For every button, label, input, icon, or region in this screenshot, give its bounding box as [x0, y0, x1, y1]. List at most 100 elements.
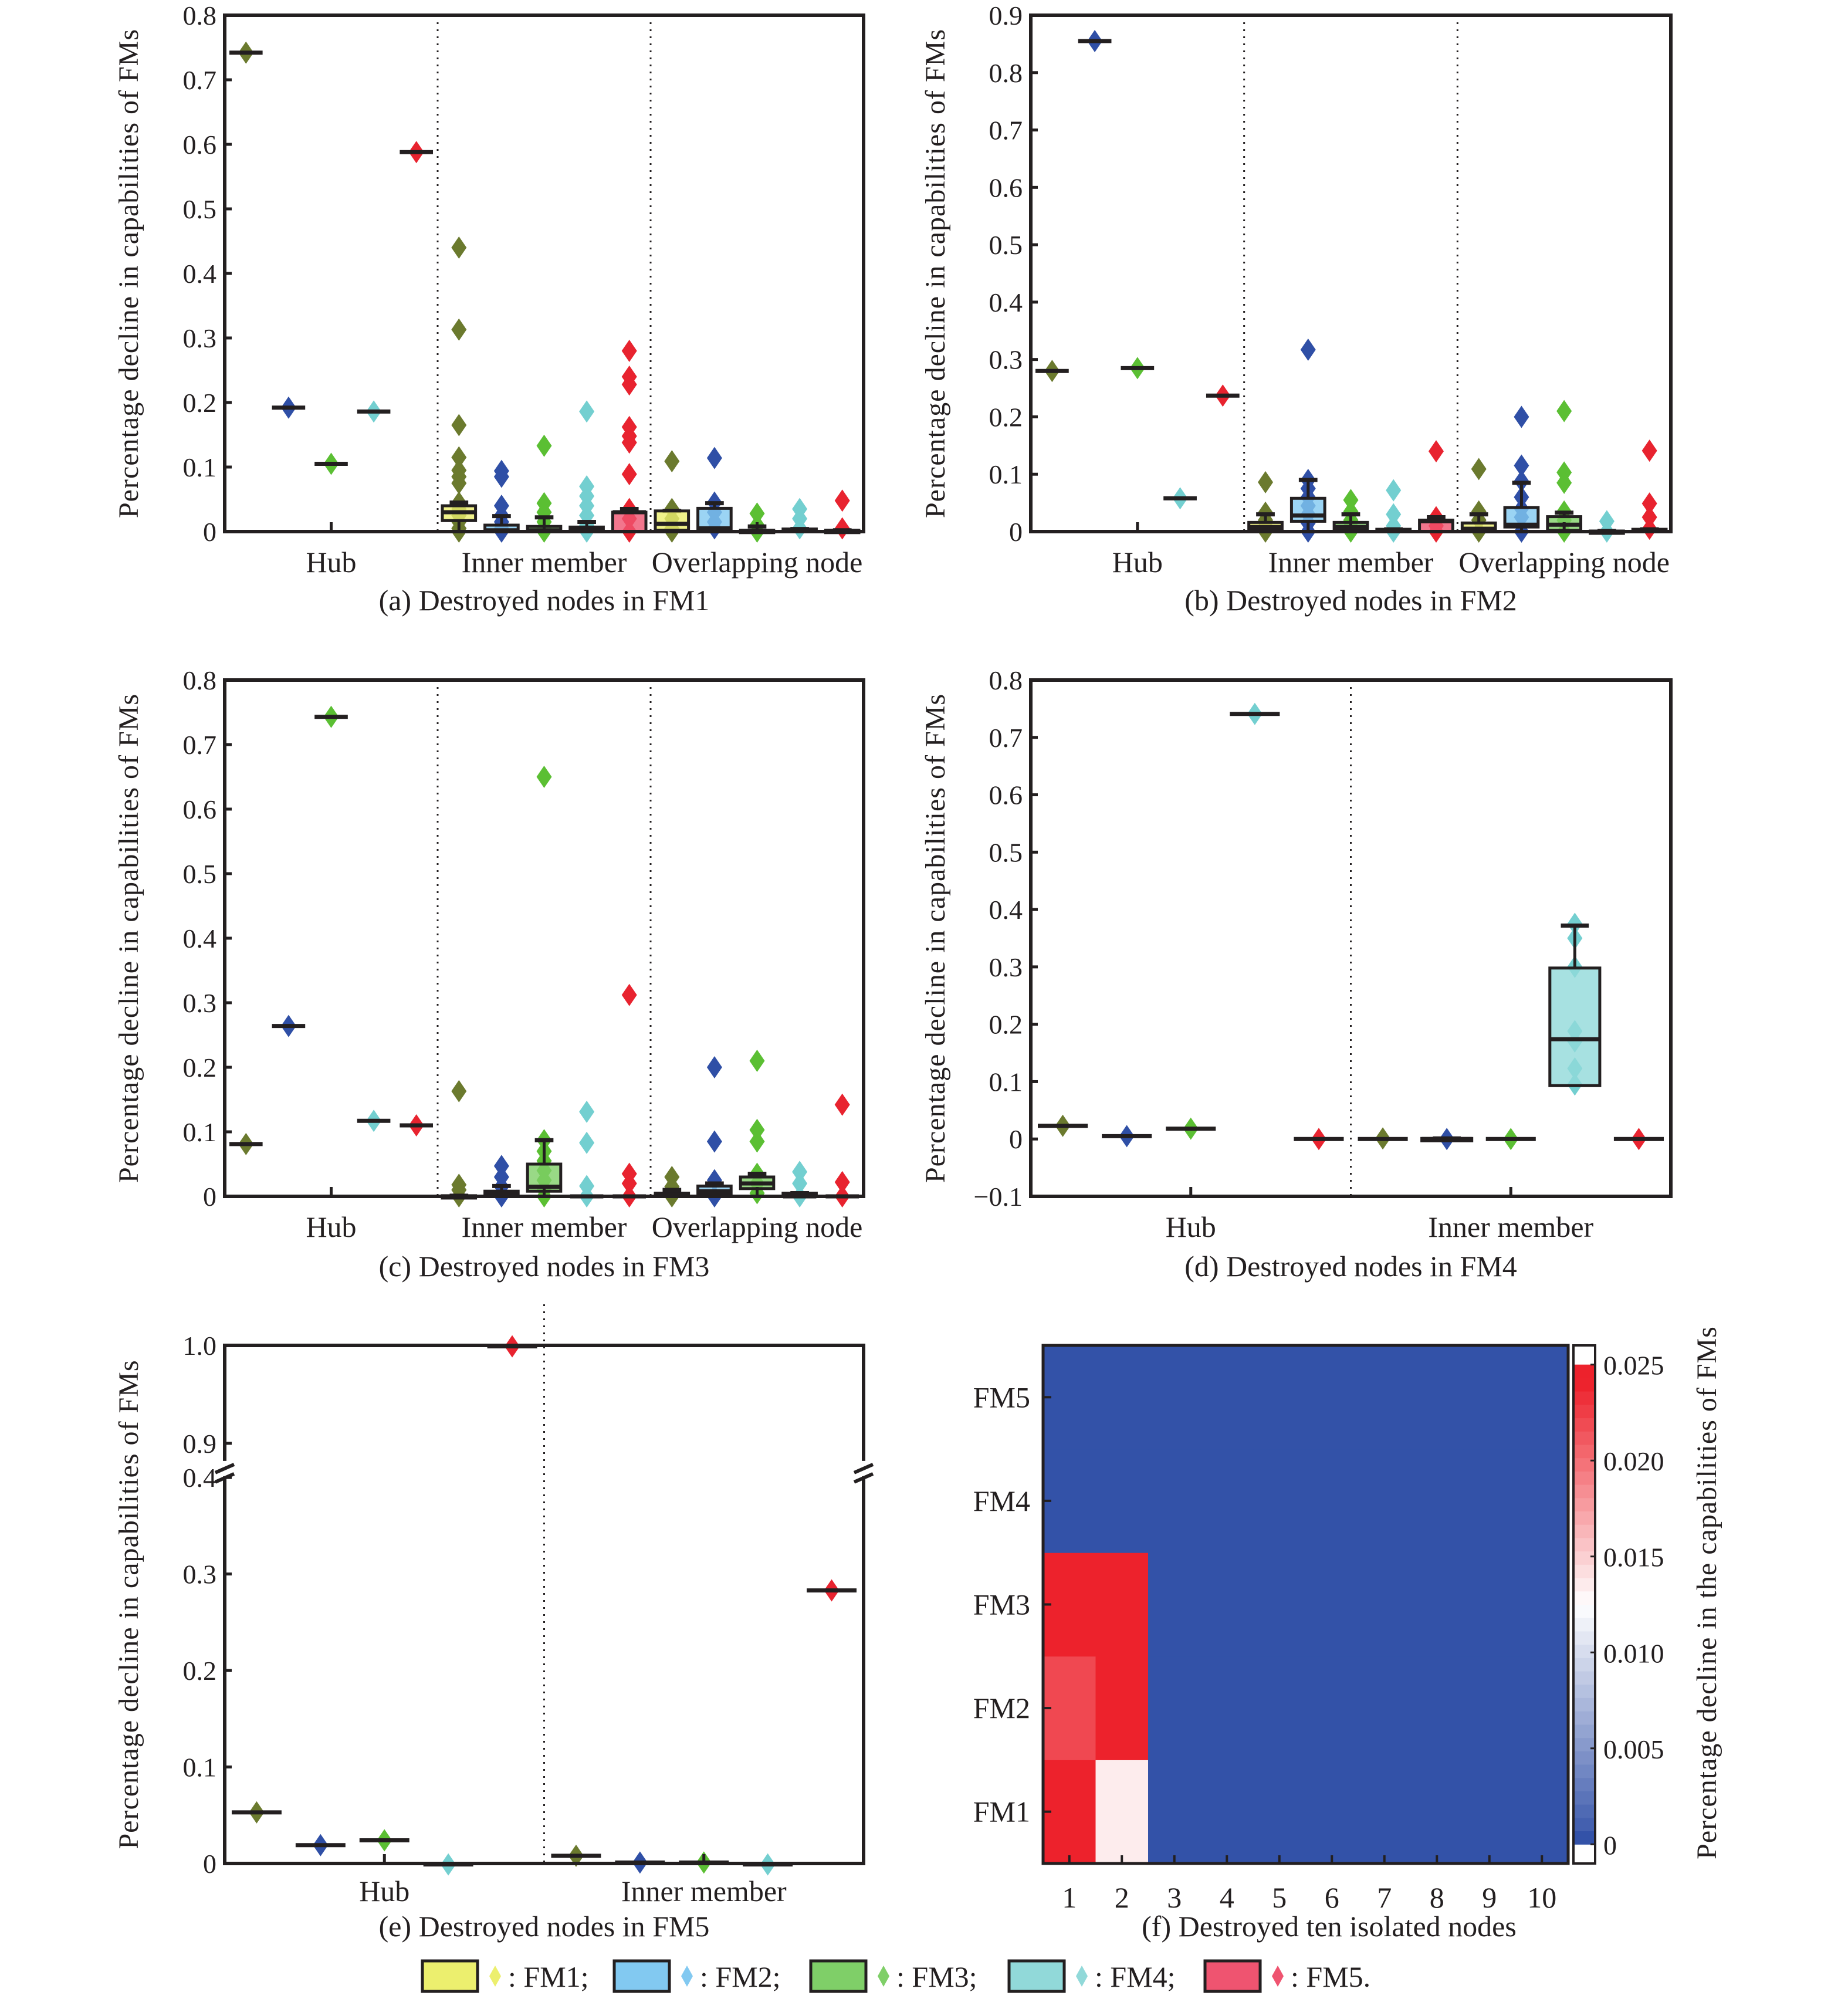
y-tick-label: −0.1 [974, 1182, 1023, 1212]
colorbar-segment [1573, 1817, 1595, 1832]
colorbar-segment [1573, 1724, 1595, 1739]
heatmap-cell [1410, 1553, 1464, 1657]
colorbar-segment [1573, 1631, 1595, 1645]
y-tick-label: 0.6 [989, 173, 1023, 202]
box-fm2 [1289, 496, 1326, 523]
data-point-fm1 [451, 414, 467, 437]
heatmap-cell [1043, 1553, 1096, 1657]
axis-break-mark [214, 1463, 235, 1474]
y-tick-label: 0.1 [989, 1067, 1023, 1097]
axes-frame [1029, 13, 1673, 533]
colorbar-tick-label: 0.020 [1603, 1446, 1664, 1476]
data-point-fm5 [834, 489, 850, 512]
panel-caption: (f) Destroyed ten isolated nodes [1142, 1910, 1517, 1943]
colorbar-segment [1573, 1551, 1595, 1565]
heatmap-cell [1305, 1760, 1359, 1864]
data-point-fm5 [621, 463, 637, 486]
colorbar-tick-label: 0.015 [1603, 1543, 1664, 1572]
heatmap-cell [1253, 1449, 1306, 1553]
y-tick-label: 0.1 [183, 1117, 217, 1147]
category-label: Inner member [1428, 1210, 1593, 1243]
data-point-fm2 [706, 1130, 722, 1153]
x-tick-label: 10 [1527, 1881, 1556, 1914]
colorbar-segment [1573, 1524, 1595, 1538]
y-tick-label: 0.2 [183, 1656, 217, 1686]
data-point-fm1 [1258, 471, 1274, 493]
heatmap-cell [1463, 1553, 1516, 1657]
y-tick-label: 0.6 [989, 780, 1023, 810]
y-tick-label: 0 [1009, 1124, 1023, 1154]
y-tick-label: 0.6 [183, 130, 217, 160]
legend-swatch-4 [1007, 1959, 1066, 1993]
colorbar-segment [1573, 1404, 1595, 1419]
category-label: Overlapping node [652, 1210, 863, 1243]
heatmap-cell [1515, 1449, 1569, 1553]
heatmap-cell [1358, 1656, 1411, 1760]
panel-f: 1 2 3 4 5 6 7 8 9 10 FM1 FM2 FM3 FM4 FM5 0 0.005 0.010 0.0… [973, 1326, 1722, 1943]
colorbar-tick-label: 0.005 [1603, 1734, 1664, 1764]
colorbar-frame [1572, 1344, 1596, 1865]
data-point-fm5 [1641, 439, 1657, 462]
y-tick-label: 0.3 [989, 345, 1023, 375]
data-point-fm5 [621, 340, 637, 362]
heatmap-cell [1148, 1760, 1201, 1864]
data-point-fm1 [451, 472, 467, 495]
panel-caption: (c) Destroyed nodes in FM3 [379, 1250, 710, 1283]
heatmap-cell [1200, 1345, 1254, 1450]
heatmap-cell [1515, 1553, 1569, 1657]
data-point-fm1 [451, 318, 467, 341]
colorbar-segment [1573, 1484, 1595, 1499]
category-label: Overlapping node [652, 546, 863, 579]
heatmap-cell [1095, 1449, 1149, 1553]
heatmap-cell [1148, 1345, 1201, 1450]
y-tick-label: 0.8 [989, 58, 1023, 88]
heatmap-cell [1463, 1656, 1516, 1760]
panel-b: Hub Inner member Overlapping node 0 0.1 0.2 0.… [920, 1, 1673, 617]
heatmap-cell [1043, 1760, 1096, 1864]
data-point-fm3 [749, 1118, 765, 1141]
heatmap-cell [1305, 1449, 1359, 1553]
colorbar-segment [1573, 1644, 1595, 1658]
y-tick-label: 0.9 [989, 1, 1023, 31]
heatmap-cell [1095, 1656, 1149, 1760]
heatmap-cell [1410, 1449, 1464, 1553]
y-tick-label: 0.7 [989, 116, 1023, 146]
colorbar-segment [1573, 1737, 1595, 1751]
box-fm1 [654, 509, 691, 532]
colorbar-segment [1573, 1751, 1595, 1765]
panel-e: Hub Inner member 0 0.1 0.2 0.3 0.4 0.9 1.0 Percen… [113, 1304, 874, 1943]
heatmap-cell [1358, 1449, 1411, 1553]
y-tick-label: 0.1 [989, 459, 1023, 489]
data-point-fm1 [451, 446, 467, 469]
heatmap-cell [1200, 1760, 1254, 1864]
data-point-fm1 [451, 236, 467, 259]
heatmap-cell [1358, 1553, 1411, 1657]
y-tick-label: 0.3 [183, 323, 217, 353]
y-tick-label: FM2 [973, 1692, 1030, 1724]
data-point-fm4 [579, 400, 595, 423]
y-tick-label: 0.3 [183, 988, 217, 1018]
heatmap-cell [1200, 1449, 1254, 1553]
x-tick-label: 5 [1272, 1881, 1287, 1914]
panel-d: Hub Inner member −0.1 0 0.1 0.2 0.3 0.4 0.5 0.6 0.… [920, 665, 1673, 1283]
colorbar-segment [1573, 1431, 1595, 1445]
colorbar-segment [1573, 1537, 1595, 1552]
data-point-fm1 [664, 450, 680, 473]
heatmap-cell [1305, 1656, 1359, 1760]
data-point-fm3 [749, 1130, 765, 1153]
heatmap-cell [1200, 1656, 1254, 1760]
colorbar-segment [1573, 1671, 1595, 1685]
data-point-fm2 [706, 1056, 722, 1078]
category-label: Hub [1166, 1210, 1216, 1243]
x-tick-label: 3 [1167, 1881, 1182, 1914]
data-point-fm4 [579, 1100, 595, 1123]
colorbar-segment [1573, 1471, 1595, 1485]
heatmap-cell [1253, 1656, 1306, 1760]
category-label: Inner member [621, 1875, 787, 1907]
heatmap-cell [1095, 1345, 1149, 1450]
y-tick-label: 0 [203, 1849, 216, 1879]
heatmap-cell [1463, 1760, 1516, 1864]
colorbar-segment [1573, 1831, 1595, 1845]
axes-frame [223, 678, 865, 1198]
